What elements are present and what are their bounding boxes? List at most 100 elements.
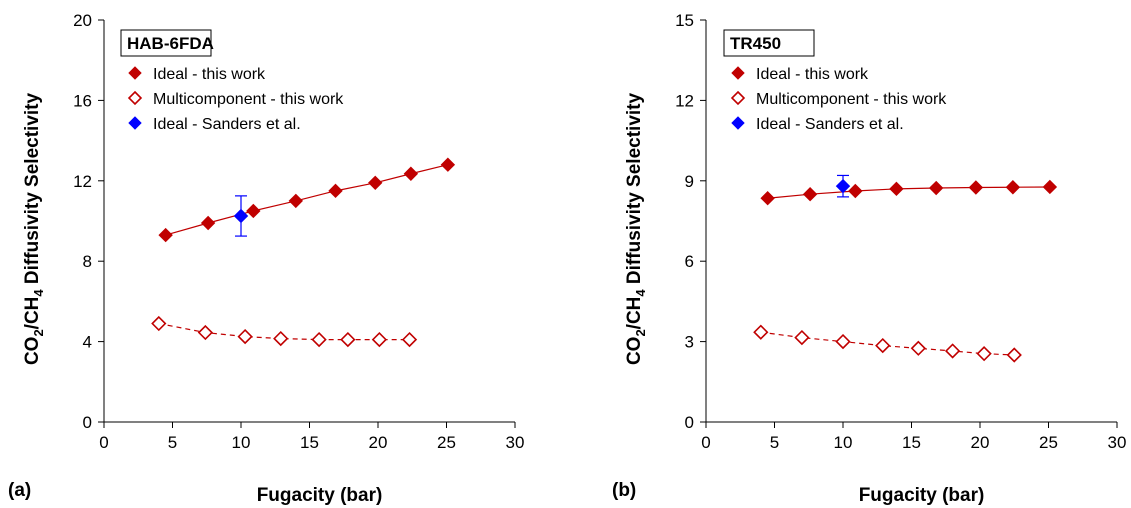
y-tick-label: 15 xyxy=(675,11,694,30)
legend-marker xyxy=(731,116,745,130)
y-axis-title-subscript: 4 xyxy=(31,289,46,297)
chart-panel-a: 0 5 10 15 20 25 30 0 4 8 12 16 20 Fugacity (bar) CO2/C… xyxy=(8,11,524,506)
x-tick-label: 20 xyxy=(369,433,388,452)
data-point xyxy=(403,166,419,181)
legend-entry: Ideal - this work xyxy=(153,66,266,83)
x-axis-title: Fugacity (bar) xyxy=(257,485,383,506)
data-point xyxy=(760,191,775,206)
data-point xyxy=(288,193,304,209)
legend-title: TR450 xyxy=(730,34,781,53)
data-point xyxy=(794,329,810,346)
data-point xyxy=(371,331,388,348)
data-point xyxy=(440,157,456,172)
x-tick-label: 30 xyxy=(1108,433,1127,452)
data-point xyxy=(401,331,418,348)
x-tick-label: 25 xyxy=(1039,433,1058,452)
x-tick-label: 10 xyxy=(232,433,251,452)
chart-panel-b: 0 5 10 15 20 25 30 0 3 6 9 12 15 Fugacity (bar) CO2/CH… xyxy=(612,11,1126,506)
data-point xyxy=(233,208,249,224)
y-axis-title-part: Diffusivity Selectivity xyxy=(624,93,645,290)
data-point xyxy=(368,175,383,191)
data-point xyxy=(802,186,818,202)
data-point xyxy=(311,331,327,348)
data-point xyxy=(976,346,992,362)
panel-tag: (b) xyxy=(612,480,636,501)
legend-title-box xyxy=(723,29,815,57)
data-point xyxy=(928,180,944,196)
y-tick-label: 0 xyxy=(685,413,694,432)
legend-entry: Multicomponent - this work xyxy=(153,91,344,108)
y-tick-label: 16 xyxy=(73,91,92,110)
data-point xyxy=(1006,347,1022,363)
y-axis-title-subscript: 2 xyxy=(633,329,648,336)
data-point xyxy=(835,333,851,350)
x-tick-label: 15 xyxy=(902,433,921,452)
data-point xyxy=(835,178,851,194)
legend-entry: Ideal - Sanders et al. xyxy=(756,116,904,133)
data-point xyxy=(151,315,167,332)
x-axis-title: Fugacity (bar) xyxy=(859,485,985,506)
series-0 xyxy=(158,157,456,243)
data-point xyxy=(968,180,984,195)
y-axis-title-part: /CH xyxy=(22,297,43,330)
y-tick-label: 12 xyxy=(73,172,92,191)
x-tick-label: 30 xyxy=(506,433,525,452)
legend-entry: Multicomponent - this work xyxy=(756,91,947,108)
legend: HAB-6FDA Ideal - this work Multicomponent … xyxy=(120,29,344,133)
legend: TR450 Ideal - this work Multicomponent - t… xyxy=(723,29,947,133)
y-axis-title-subscript: 2 xyxy=(31,329,46,336)
y-axis-title-part: CO xyxy=(22,337,43,366)
y-tick-label: 20 xyxy=(73,11,92,30)
y-tick-label: 0 xyxy=(83,413,92,432)
x-tick-label: 5 xyxy=(770,433,779,452)
data-point xyxy=(944,343,961,359)
data-point xyxy=(328,183,343,199)
series-2 xyxy=(233,195,249,237)
x-tick-label: 25 xyxy=(437,433,456,452)
series-line xyxy=(165,164,449,236)
y-axis-title: CO2/CH4 Diffusivity Selectivity xyxy=(624,93,648,366)
y-axis-title-part: /CH xyxy=(624,297,645,330)
data-point xyxy=(237,328,253,345)
data-point xyxy=(848,183,863,199)
data-point xyxy=(875,337,891,354)
data-point xyxy=(273,330,289,347)
y-tick-label: 8 xyxy=(83,252,92,271)
series-1 xyxy=(753,324,1022,363)
data-point xyxy=(200,215,216,231)
x-tick-label: 20 xyxy=(971,433,990,452)
y-axis-title-subscript: 4 xyxy=(633,289,648,297)
data-point xyxy=(246,203,261,219)
x-tick-label: 0 xyxy=(99,433,108,452)
y-tick-label: 3 xyxy=(685,333,694,352)
legend-marker xyxy=(731,66,745,80)
x-tick-label: 0 xyxy=(701,433,710,452)
legend-marker xyxy=(127,90,143,106)
data-point xyxy=(889,181,904,197)
series-2 xyxy=(835,174,851,198)
data-point xyxy=(753,324,769,340)
legend-entry: Ideal - Sanders et al. xyxy=(153,116,301,133)
panel-tag: (a) xyxy=(8,480,31,501)
legend-entry: Ideal - this work xyxy=(756,66,869,83)
legend-marker xyxy=(128,66,142,80)
data-point xyxy=(1042,179,1058,195)
data-point xyxy=(158,227,173,243)
y-tick-label: 12 xyxy=(675,91,694,110)
legend-title: HAB-6FDA xyxy=(127,34,214,53)
legend-marker xyxy=(730,90,746,106)
x-tick-label: 5 xyxy=(168,433,177,452)
y-tick-label: 4 xyxy=(83,333,92,352)
data-point xyxy=(1005,180,1021,195)
series-1 xyxy=(151,315,418,348)
x-tick-label: 10 xyxy=(834,433,853,452)
y-axis-title: CO2/CH4 Diffusivity Selectivity xyxy=(22,93,46,366)
data-point xyxy=(910,340,926,356)
legend-title-box xyxy=(120,29,212,57)
data-point xyxy=(340,331,356,348)
y-tick-label: 9 xyxy=(685,172,694,191)
y-axis-title-part: Diffusivity Selectivity xyxy=(22,93,43,290)
y-axis-title-part: CO xyxy=(624,337,645,366)
series-0 xyxy=(760,179,1058,206)
